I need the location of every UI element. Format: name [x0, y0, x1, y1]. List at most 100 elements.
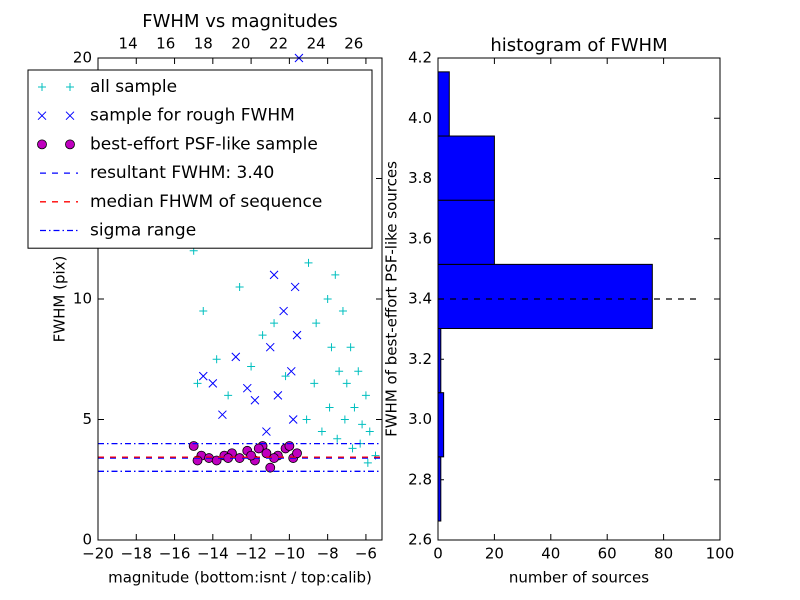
plus-marker — [66, 83, 74, 91]
plot-area — [98, 53, 382, 473]
plus-marker — [361, 391, 370, 400]
x-tick-label: 20 — [485, 545, 504, 563]
plus-marker — [327, 343, 336, 352]
x-marker — [208, 378, 218, 388]
plus-marker — [235, 282, 244, 291]
plus-marker — [193, 379, 202, 388]
y-tick-label: 10 — [73, 290, 92, 308]
y-axis-label: FWHM (pix) — [51, 256, 69, 343]
x-tick-label: 100 — [706, 545, 735, 563]
legend-label: all sample — [90, 77, 177, 97]
x-tick-label: −12 — [235, 545, 267, 563]
x-tick-label: −16 — [159, 545, 191, 563]
y-tick-label: 20 — [73, 49, 92, 67]
plus-marker — [358, 420, 367, 429]
y-tick-label: 5 — [82, 410, 92, 428]
plus-marker — [338, 307, 347, 316]
plus-marker — [325, 403, 334, 412]
x-marker — [231, 352, 241, 362]
x-marker — [265, 342, 275, 352]
top-tick-label: 16 — [156, 35, 175, 53]
y-tick-label: 3.4 — [408, 290, 432, 308]
plus-marker — [281, 372, 290, 381]
legend-label: sigma range — [90, 221, 196, 241]
plus-marker — [354, 367, 363, 376]
axes-frame — [437, 57, 721, 541]
legend-label: sample for rough FWHM — [90, 106, 295, 126]
x-axis-label: magnitude (bottom:isnt / top:calib) — [108, 569, 372, 587]
histogram-bar — [437, 135, 495, 201]
plus-marker — [350, 403, 359, 412]
plus-marker — [363, 458, 372, 467]
x-tick-label: 40 — [541, 545, 560, 563]
plus-marker — [333, 434, 342, 443]
x-marker — [286, 366, 296, 376]
plus-marker — [224, 391, 233, 400]
top-tick-label: 14 — [119, 35, 138, 53]
plus-marker — [212, 355, 221, 364]
x-axis-label: number of sources — [509, 569, 649, 587]
x-tick-label: −18 — [120, 545, 152, 563]
legend: all sample sample for rough FWHM best-effo… — [27, 69, 373, 249]
x-marker — [292, 330, 302, 340]
x-tick-label: 80 — [654, 545, 673, 563]
legend-box — [27, 69, 373, 249]
y-tick-label: 3.6 — [408, 229, 432, 247]
circle-marker — [188, 441, 199, 451]
circle-marker — [253, 443, 264, 454]
x-marker — [288, 415, 298, 424]
x-tick-label: 0 — [433, 545, 443, 563]
top-tick-label: 20 — [231, 35, 250, 53]
circle-marker — [246, 450, 256, 461]
chart-title: FWHM vs magnitudes — [142, 11, 337, 32]
legend-label: best-effort PSF-like sample — [90, 134, 318, 154]
y-tick-label: 2.6 — [408, 531, 432, 549]
x-marker — [262, 427, 271, 436]
plus-marker — [323, 295, 332, 303]
plus-marker — [331, 270, 340, 279]
plus-marker — [335, 367, 344, 376]
x-marker — [290, 282, 300, 292]
y-axis-label: FWHM of best-effort PSF-like sources — [383, 161, 401, 437]
chart-title: histogram of FWHM — [490, 35, 667, 56]
circle-marker — [37, 139, 47, 150]
y-tick-label: 4.2 — [408, 49, 432, 67]
top-tick-label: 24 — [307, 35, 326, 53]
x-marker — [37, 111, 47, 121]
top-tick-label: 18 — [194, 35, 213, 53]
x-marker — [198, 371, 208, 381]
y-tick-label: 0 — [82, 531, 92, 549]
plus-marker — [302, 415, 311, 424]
y-tick-label: 2.8 — [408, 470, 432, 488]
plus-marker — [304, 258, 313, 267]
plus-marker — [38, 83, 46, 91]
x-marker — [65, 111, 75, 121]
top-tick-label: 26 — [344, 35, 363, 53]
x-marker — [242, 383, 252, 393]
plus-marker — [346, 343, 355, 352]
top-tick-label: 22 — [269, 35, 288, 53]
plus-marker — [270, 319, 279, 328]
circle-marker — [265, 462, 276, 473]
plus-marker — [342, 379, 351, 388]
histogram-bar — [437, 392, 445, 458]
y-tick-label: 3.0 — [408, 410, 432, 428]
y-tick-label: 3.2 — [408, 350, 432, 368]
x-marker — [269, 270, 279, 280]
legend-label: resultant FWHM: 3.40 — [90, 163, 274, 183]
circle-marker — [261, 448, 272, 459]
histogram-bar — [437, 263, 653, 330]
plus-marker — [317, 427, 326, 436]
plus-marker — [348, 444, 357, 453]
plus-marker — [247, 362, 256, 371]
x-tick-label: 60 — [598, 545, 617, 563]
x-tick-label: −6 — [355, 545, 377, 563]
x-tick-label: −10 — [274, 545, 306, 563]
plus-marker — [312, 319, 321, 328]
histogram-bar — [437, 199, 495, 265]
x-marker — [279, 306, 288, 316]
y-tick-label: 4.0 — [408, 109, 432, 127]
x-tick-label: −20 — [82, 545, 114, 563]
histogram-bar — [437, 71, 450, 137]
